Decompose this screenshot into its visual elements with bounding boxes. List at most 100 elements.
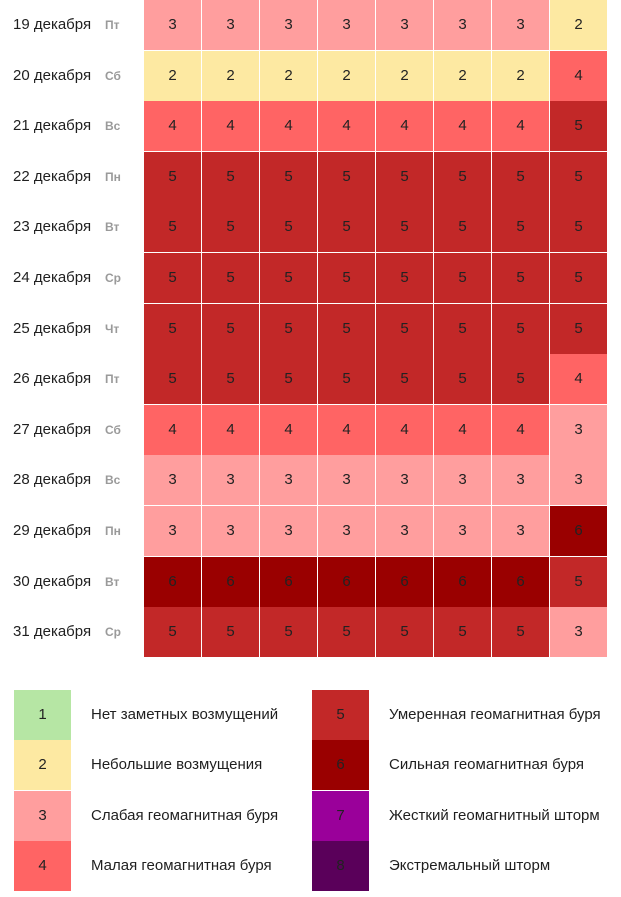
heatmap-cell: 3 — [492, 455, 549, 506]
legend-swatch: 6 — [312, 740, 369, 791]
legend-label: Умеренная геомагнитная буря — [389, 706, 601, 723]
heatmap-cell: 3 — [434, 506, 491, 556]
heatmap-cell: 4 — [318, 101, 375, 152]
heatmap-cell: 5 — [376, 202, 433, 253]
row-date-label: 29 декабря — [13, 522, 92, 539]
row-weekday-label: Вт — [105, 220, 120, 235]
heatmap-cell: 5 — [318, 303, 375, 354]
legend-item-level-2: 2 Небольшие возмущения — [14, 740, 304, 791]
heatmap-cell: 5 — [376, 354, 433, 405]
heatmap-cell: 5 — [376, 151, 433, 202]
heatmap-row: 30 декабря Вт 6 6 6 6 6 6 6 5 — [0, 556, 621, 607]
heatmap-cell: 3 — [376, 506, 433, 556]
heatmap-row: 31 декабря Ср 5 5 5 5 5 5 5 3 — [0, 607, 621, 658]
heatmap-cell: 2 — [260, 50, 317, 101]
legend-item-level-5: 5 Умеренная геомагнитная буря — [312, 690, 621, 740]
row-date-label: 27 декабря — [13, 420, 92, 438]
legend-item-level-7: 7 Жесткий геомагнитный шторм — [312, 790, 621, 841]
heatmap-cell: 5 — [144, 151, 201, 202]
heatmap-cell: 5 — [260, 354, 317, 405]
heatmap-cell: 5 — [318, 607, 375, 658]
heatmap-row: 24 декабря Ср 5 5 5 5 5 5 5 5 — [0, 253, 621, 303]
legend-label: Жесткий геомагнитный шторм — [389, 806, 600, 824]
heatmap-cell: 3 — [434, 0, 491, 50]
heatmap-cell: 6 — [144, 556, 201, 607]
row-date-label: 20 декабря — [13, 66, 92, 84]
heatmap-cell: 5 — [550, 556, 607, 607]
heatmap-cell: 4 — [434, 404, 491, 455]
heatmap-cell: 4 — [202, 404, 259, 455]
legend-label: Небольшие возмущения — [91, 756, 263, 774]
row-weekday-label: Вт — [105, 574, 120, 589]
heatmap-cell: 5 — [376, 303, 433, 354]
heatmap-row: 23 декабря Вт 5 5 5 5 5 5 5 5 — [0, 202, 621, 253]
heatmap-cell: 3 — [260, 455, 317, 506]
heatmap-cell: 6 — [260, 556, 317, 607]
heatmap-cell: 5 — [144, 354, 201, 405]
heatmap-cell: 5 — [492, 354, 549, 405]
heatmap-cell: 5 — [492, 303, 549, 354]
heatmap-cell: 5 — [492, 202, 549, 253]
heatmap-cell: 5 — [318, 151, 375, 202]
heatmap-row: 21 декабря Вс 4 4 4 4 4 4 4 5 — [0, 101, 621, 152]
heatmap-cell: 4 — [318, 404, 375, 455]
legend-label: Слабая геомагнитная буря — [91, 806, 279, 824]
heatmap-cell: 3 — [318, 506, 375, 556]
heatmap-cell: 3 — [202, 506, 259, 556]
heatmap-cell: 3 — [202, 0, 259, 50]
heatmap-cell: 5 — [202, 151, 259, 202]
heatmap-row: 25 декабря Чт 5 5 5 5 5 5 5 5 — [0, 303, 621, 354]
legend-swatch: 2 — [14, 740, 71, 791]
heatmap-cell: 2 — [376, 50, 433, 101]
heatmap-cell: 3 — [318, 0, 375, 50]
heatmap-cell: 4 — [144, 404, 201, 455]
row-weekday-label: Ср — [105, 271, 121, 285]
legend-label: Экстремальный шторм — [389, 857, 551, 875]
heatmap-cell: 5 — [202, 202, 259, 253]
heatmap-cell: 4 — [376, 404, 433, 455]
legend-item-level-8: 8 Экстремальный шторм — [312, 841, 621, 892]
heatmap-cell: 3 — [260, 0, 317, 50]
heatmap-row: 28 декабря Вс 3 3 3 3 3 3 3 3 — [0, 455, 621, 506]
heatmap-cell: 5 — [434, 202, 491, 253]
heatmap-cell: 3 — [144, 455, 201, 506]
heatmap-cell: 4 — [550, 354, 607, 405]
heatmap-cell: 5 — [376, 253, 433, 303]
row-weekday-label: Пн — [105, 524, 121, 538]
legend-item-level-6: 6 Сильная геомагнитная буря — [312, 740, 621, 791]
heatmap-cell: 5 — [144, 303, 201, 354]
heatmap-cell: 5 — [492, 607, 549, 658]
heatmap-cell: 3 — [260, 506, 317, 556]
heatmap-cell: 2 — [550, 0, 607, 50]
heatmap-cell: 2 — [144, 50, 201, 101]
heatmap-row: 19 декабря Пт 3 3 3 3 3 3 3 2 — [0, 0, 621, 50]
heatmap-cell: 4 — [434, 101, 491, 152]
row-date-label: 23 декабря — [13, 218, 92, 236]
kp-index-heatmap: 19 декабря Пт 3 3 3 3 3 3 3 2 20 декабря Сб 2 2 2 2 2 2 2 4… — [0, 0, 621, 658]
heatmap-cell: 3 — [144, 0, 201, 50]
row-weekday-label: Сб — [105, 422, 121, 437]
heatmap-cell: 6 — [202, 556, 259, 607]
heatmap-cell: 6 — [492, 556, 549, 607]
heatmap-cell: 3 — [144, 506, 201, 556]
heatmap-cell: 2 — [492, 50, 549, 101]
heatmap-cell: 3 — [492, 0, 549, 50]
heatmap-cell: 4 — [492, 404, 549, 455]
heatmap-cell: 5 — [434, 607, 491, 658]
heatmap-cell: 5 — [434, 151, 491, 202]
heatmap-cell: 3 — [550, 404, 607, 455]
legend-item-level-1: 1 Нет заметных возмущений — [14, 690, 304, 740]
heatmap-cell: 5 — [144, 607, 201, 658]
heatmap-cell: 2 — [202, 50, 259, 101]
heatmap-cell: 4 — [260, 404, 317, 455]
row-date-label: 30 декабря — [13, 572, 92, 590]
heatmap-cell: 5 — [202, 253, 259, 303]
heatmap-cell: 6 — [318, 556, 375, 607]
heatmap-cell: 6 — [434, 556, 491, 607]
heatmap-cell: 5 — [260, 253, 317, 303]
heatmap-cell: 5 — [492, 151, 549, 202]
heatmap-cell: 5 — [260, 202, 317, 253]
row-date-label: 21 декабря — [13, 117, 92, 135]
heatmap-cell: 4 — [492, 101, 549, 152]
legend-swatch: 3 — [14, 790, 71, 841]
